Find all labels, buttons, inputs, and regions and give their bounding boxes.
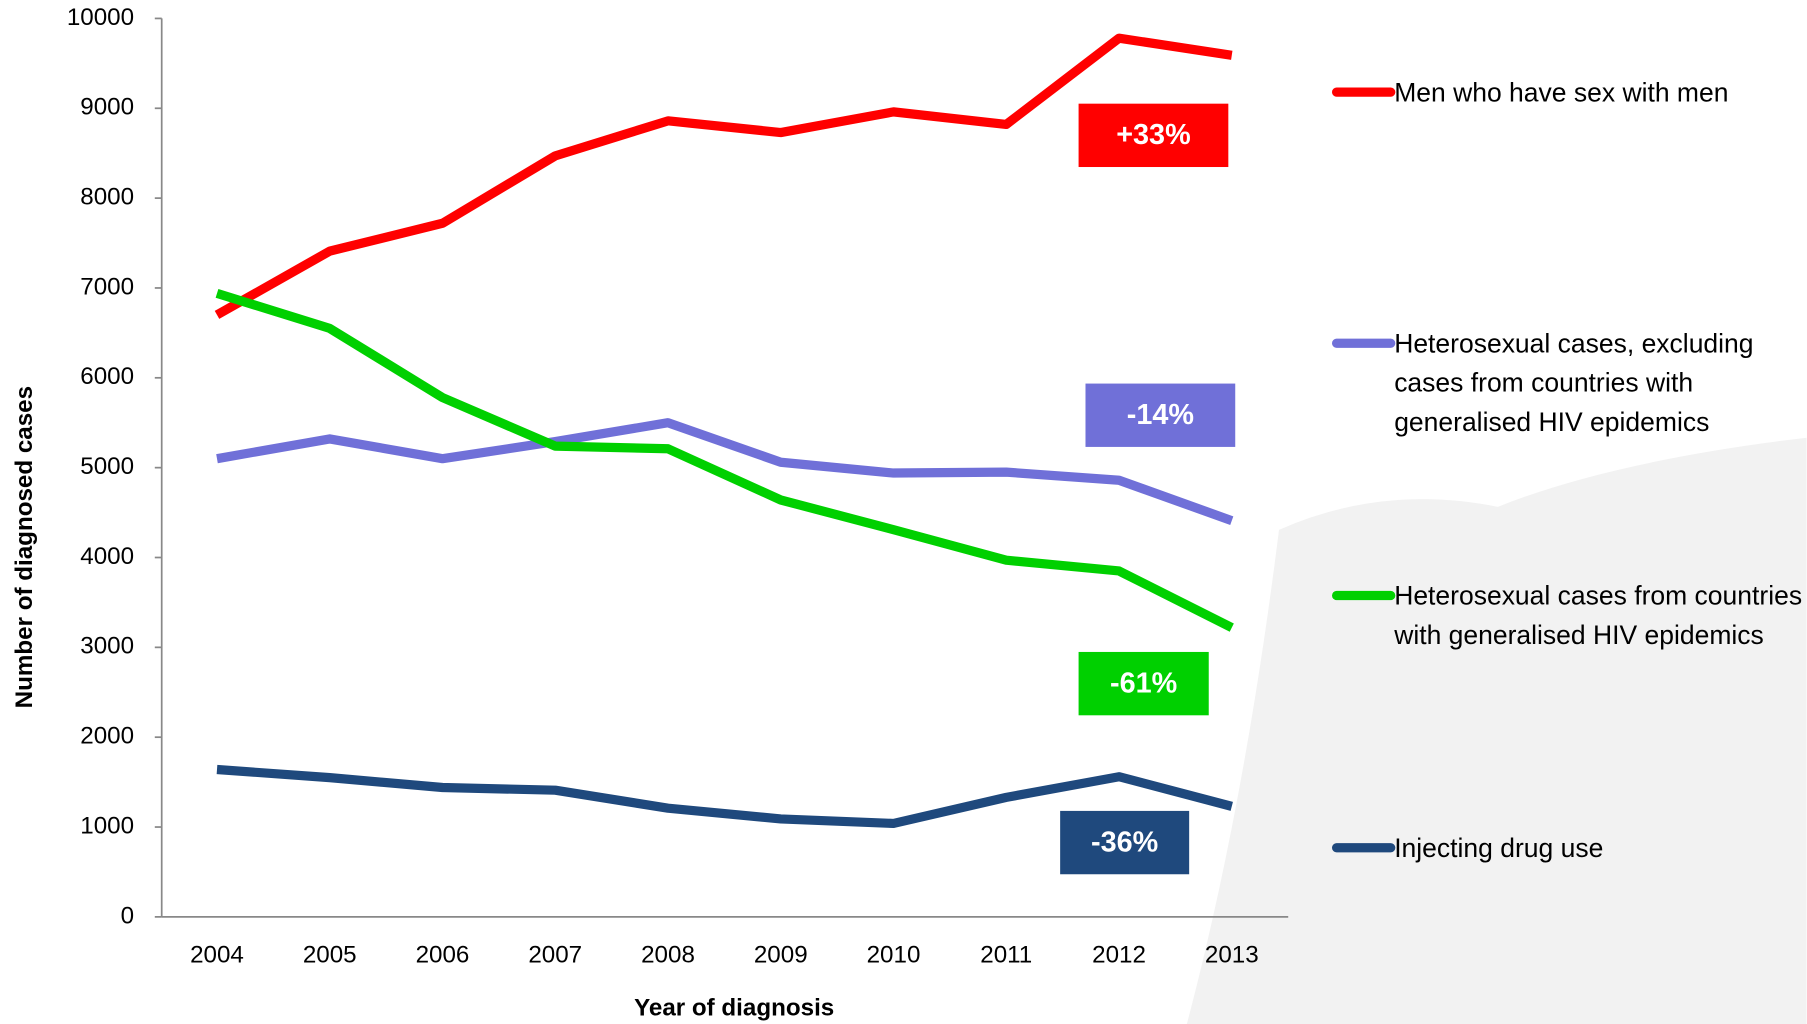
x-tick-label: 2013: [1205, 941, 1259, 968]
annotation-text: -14%: [1127, 399, 1194, 431]
y-tick-label: 5000: [80, 453, 134, 480]
x-tick-label: 2011: [980, 941, 1032, 968]
annotation-text: -36%: [1091, 826, 1158, 858]
legend-entry: Injecting drug use: [1394, 832, 1604, 863]
x-tick-label: 2005: [303, 941, 357, 968]
legend-label: Heterosexual cases from countries with g…: [1394, 580, 1803, 650]
y-tick-label: 2000: [80, 723, 134, 750]
x-tick-label: 2004: [190, 941, 244, 968]
y-tick-label: 10000: [67, 4, 134, 31]
y-axis-label: Number of diagnosed cases: [11, 386, 38, 708]
annotation-box: [1078, 103, 1229, 168]
series-line: [216, 418, 1234, 525]
annotation-box: [1085, 383, 1236, 447]
legend-entry: Heterosexual cases from countries with g…: [1394, 580, 1803, 650]
legend-label: Men who have sex with men: [1394, 77, 1729, 108]
legend-label: Injecting drug use: [1394, 832, 1604, 863]
x-tick-label: 2008: [641, 941, 695, 968]
x-tick-label: 2012: [1092, 941, 1146, 968]
y-tick-label: 8000: [80, 184, 134, 211]
series-line: [215, 288, 1234, 632]
y-tick-label: 3000: [80, 633, 134, 660]
y-tick-label: 0: [121, 902, 134, 929]
x-tick-label: 2007: [528, 941, 582, 968]
x-axis-label: Year of diagnosis: [634, 994, 834, 1021]
series-line: [214, 33, 1233, 319]
y-tick-label: 7000: [80, 273, 134, 300]
annotation-text: +33%: [1116, 119, 1190, 151]
x-tick-label: 2006: [416, 941, 470, 968]
annotation-box: [1078, 651, 1209, 716]
y-tick-label: 4000: [80, 543, 134, 570]
legend-entry: Men who have sex with men: [1394, 77, 1729, 108]
annotation-text: -61%: [1110, 667, 1177, 699]
series-line: [216, 764, 1233, 829]
legend-entry: Heterosexual cases, excluding cases from…: [1394, 328, 1754, 437]
legend-label: Heterosexual cases, excluding cases from…: [1394, 328, 1754, 437]
y-tick-label: 9000: [80, 94, 134, 121]
background-map: [1186, 437, 1807, 1024]
x-tick-label: 2010: [867, 941, 921, 968]
x-tick-label: 2009: [754, 941, 808, 968]
annotation-box: [1060, 810, 1190, 875]
y-tick-label: 1000: [80, 812, 134, 839]
y-tick-label: 6000: [80, 363, 134, 390]
